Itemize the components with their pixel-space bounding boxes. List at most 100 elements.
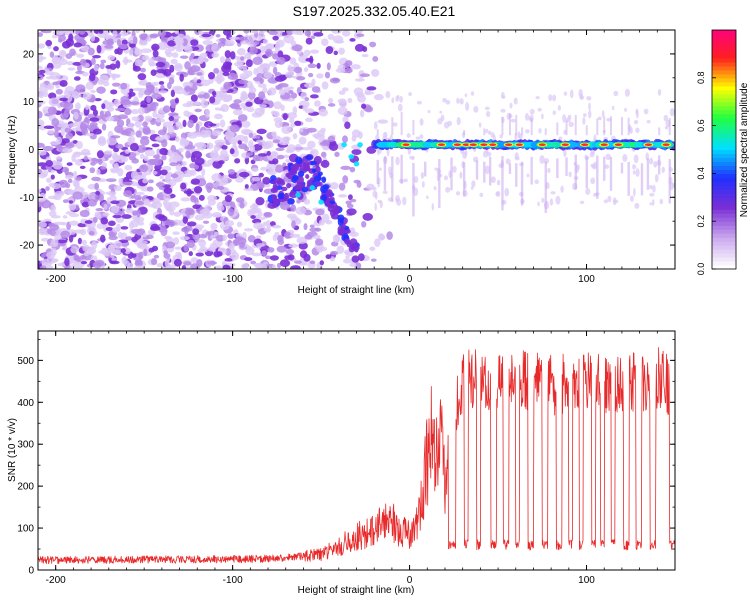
spectrogram-blob xyxy=(349,38,356,42)
spectrogram-blob xyxy=(652,184,656,193)
spectrogram-blob xyxy=(60,112,69,120)
spectrogram-blob xyxy=(262,39,268,45)
spectrogram-blob xyxy=(612,197,617,206)
spectrogram-blob xyxy=(353,161,360,167)
spectrogram-blob xyxy=(80,45,90,52)
spectrogram-blob xyxy=(257,83,267,88)
spectrogram-blob xyxy=(186,153,193,158)
spectrogram-blob xyxy=(563,148,567,158)
spectrogram-blob xyxy=(186,100,192,107)
spectrogram-striation xyxy=(609,116,612,136)
spectrogram-blob xyxy=(290,265,301,269)
spectrogram-blob xyxy=(252,154,261,162)
spectrogram-blob xyxy=(321,38,329,47)
spectrogram-blob xyxy=(64,174,74,180)
spectrogram-blob xyxy=(190,195,196,201)
spectrogram-blob xyxy=(513,97,518,105)
spectrogram-blob xyxy=(45,39,53,47)
spectrogram-striation xyxy=(658,127,661,136)
spectrogram-blob xyxy=(113,185,122,192)
spectrogram-blob xyxy=(329,77,341,84)
spectrogram-blob xyxy=(50,238,59,245)
spectrogram-blob xyxy=(38,65,43,70)
spectrogram-blob xyxy=(58,49,67,58)
spectrogram-blob xyxy=(148,57,155,67)
spectrogram-blob xyxy=(648,184,653,190)
spectrogram-blob xyxy=(193,186,203,194)
spectrogram-blob xyxy=(290,163,298,171)
snr-y-axis-label: SNR (10 * v/v) xyxy=(7,418,18,482)
spectrogram-blob xyxy=(433,186,437,191)
spectrogram-x-tick-label: 0 xyxy=(407,274,413,285)
spectrogram-blob xyxy=(314,227,322,232)
spectrogram-striation xyxy=(400,154,403,184)
spectrogram-blob xyxy=(90,89,96,94)
spectrogram-blob xyxy=(194,157,205,166)
spectrogram-blob xyxy=(304,30,311,37)
spectrogram-blob xyxy=(256,181,265,188)
spectrogram-blob xyxy=(94,97,102,102)
spectrogram-blob xyxy=(135,216,140,224)
spectrogram-blob xyxy=(56,136,63,145)
spectrogram-blob xyxy=(228,36,240,40)
spectrogram-blob xyxy=(535,96,540,100)
spectrogram-blob xyxy=(118,43,129,50)
spectrogram-blob xyxy=(129,88,134,93)
spectrogram-blob xyxy=(278,140,290,146)
spectrogram-blob xyxy=(73,42,83,48)
spectrogram-blob xyxy=(557,104,561,111)
spectrogram-blob xyxy=(289,57,297,65)
spectrogram-blob xyxy=(138,91,144,98)
spectrogram-blob xyxy=(304,82,315,88)
spectrogram-blob xyxy=(563,91,568,96)
spectrogram-blob xyxy=(242,105,247,111)
spectrogram-blob xyxy=(304,234,313,240)
spectrogram-blob xyxy=(132,65,141,72)
spectrogram-blob xyxy=(529,108,535,115)
spectrogram-blob xyxy=(91,57,96,66)
spectrogram-blob xyxy=(211,212,222,218)
spectrogram-blob xyxy=(271,264,277,269)
spectrogram-blob xyxy=(135,130,142,138)
spectrogram-blob xyxy=(597,116,602,121)
spectrogram-blob xyxy=(60,230,71,239)
spectrogram-blob xyxy=(268,30,279,36)
spectrogram-blob xyxy=(255,235,262,240)
spectrogram-blob xyxy=(88,73,96,82)
spectrogram-blob xyxy=(169,162,178,167)
spectrogram-striation xyxy=(391,156,394,202)
spectrogram-blob xyxy=(74,158,83,166)
spectrogram-blob xyxy=(179,55,189,59)
snr-line xyxy=(38,347,675,565)
spectrogram-blob xyxy=(342,135,348,144)
spectrogram-blob xyxy=(141,48,152,54)
spectrogram-blob xyxy=(89,117,100,122)
spectrogram-blob xyxy=(215,33,221,38)
spectrogram-blob xyxy=(92,128,102,135)
spectrogram-striation xyxy=(530,156,533,185)
spectrogram-blob xyxy=(58,34,67,42)
spectrogram-blob xyxy=(258,30,265,35)
spectrogram-blob xyxy=(552,110,556,116)
spectrogram-blob xyxy=(159,175,164,180)
spectrogram-blob xyxy=(235,177,244,183)
spectrogram-blob xyxy=(197,248,208,253)
spectrogram-blob xyxy=(406,133,411,138)
spectrogram-blob xyxy=(447,120,453,127)
colorbar-swatch xyxy=(712,89,736,95)
spectrogram-blob xyxy=(128,48,134,56)
spectrogram-blob xyxy=(579,200,585,204)
spectrogram-blob xyxy=(115,107,126,112)
spectrogram-blob xyxy=(209,242,218,250)
colorbar-tick-label: 0.8 xyxy=(696,72,706,85)
spectrogram-blob xyxy=(479,192,484,197)
spectrogram-blob xyxy=(374,238,381,247)
spectrogram-blob xyxy=(205,113,210,118)
spectrogram-blob xyxy=(345,200,352,205)
spectrogram-blob xyxy=(252,76,263,82)
spectrogram-blob xyxy=(357,253,365,262)
spectrogram-blob xyxy=(244,184,249,189)
spectrogram-blob xyxy=(234,62,239,67)
spectrogram-blob xyxy=(272,151,279,158)
spectrogram-blob xyxy=(40,237,50,242)
